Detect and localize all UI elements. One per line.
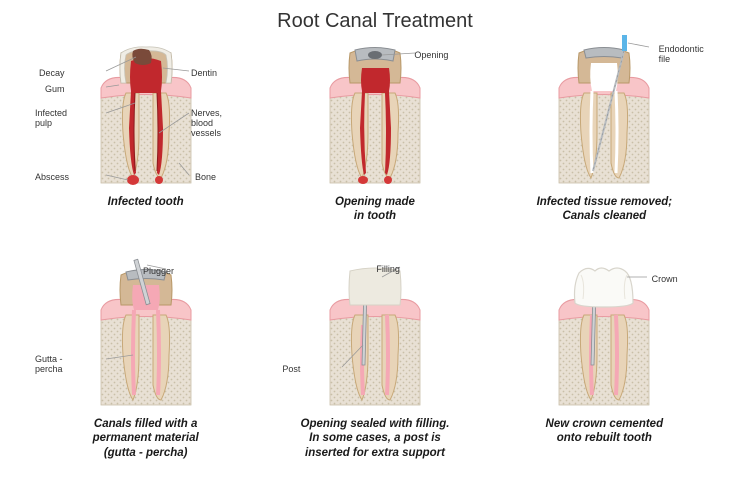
caption-3: Infected tissue removed;Canals cleaned xyxy=(537,195,672,224)
caption-4: Canals filled with apermanent material(g… xyxy=(93,417,199,460)
label-abscess: Abscess xyxy=(35,173,69,183)
tooth-diagram-5 xyxy=(300,255,450,415)
label-infected-pulp: Infectedpulp xyxy=(35,109,67,129)
caption-5: Opening sealed with filling.In some case… xyxy=(301,417,450,460)
label-decay: Decay xyxy=(39,69,65,79)
tooth-diagram-3 xyxy=(529,33,679,193)
caption-6: New crown cementedonto rebuilt tooth xyxy=(546,417,664,446)
tooth-diagram-4 xyxy=(71,255,221,415)
label-nerves: Nerves,bloodvessels xyxy=(191,109,222,139)
caption-1: Infected tooth xyxy=(108,195,184,209)
label-plugger: Plugger xyxy=(143,267,174,277)
label-endo-file: Endodonticfile xyxy=(659,45,704,65)
label-bone: Bone xyxy=(195,173,216,183)
page-title: Root Canal Treatment xyxy=(0,0,750,33)
panel-opening-made: Opening Opening madein tooth xyxy=(264,33,485,251)
caption-2: Opening madein tooth xyxy=(335,195,415,224)
label-gutta-percha: Gutta -percha xyxy=(35,355,63,375)
label-gum: Gum xyxy=(45,85,65,95)
label-dentin: Dentin xyxy=(191,69,217,79)
label-opening: Opening xyxy=(414,51,448,61)
panel-filling-post: Filling Post Opening sealed with filling… xyxy=(264,255,485,473)
panel-grid: Decay Gum Infectedpulp Abscess Dentin Ne… xyxy=(35,33,715,473)
label-filling: Filling xyxy=(376,265,400,275)
panel-crown: Crown New crown cementedonto rebuilt too… xyxy=(494,255,715,473)
panel-canals-cleaned: Endodonticfile Infected tissue removed;C… xyxy=(494,33,715,251)
panel-gutta-percha: Plugger Gutta -percha Canals filled with… xyxy=(35,255,256,473)
label-crown: Crown xyxy=(652,275,678,285)
panel-infected-tooth: Decay Gum Infectedpulp Abscess Dentin Ne… xyxy=(35,33,256,251)
label-post: Post xyxy=(282,365,300,375)
